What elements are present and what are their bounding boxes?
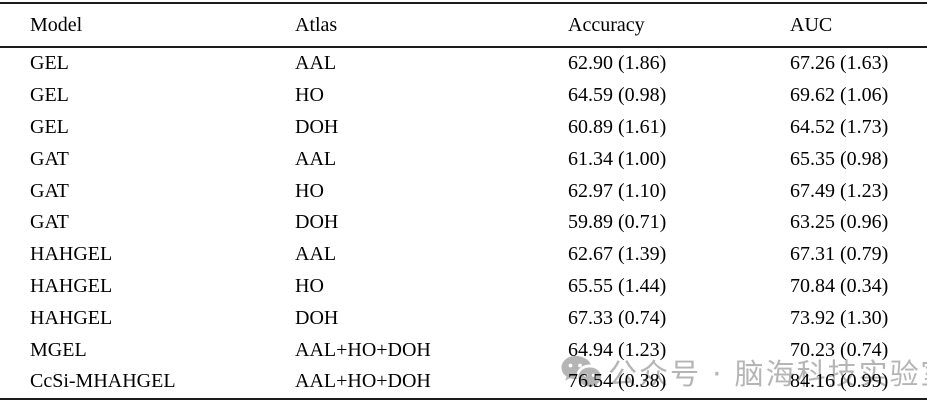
cell-atlas: AAL+HO+DOH	[295, 370, 431, 393]
cell-auc: 65.35 (0.98)	[790, 147, 889, 170]
cell-auc: 64.52 (1.73)	[790, 115, 889, 138]
cell-atlas: DOH	[295, 306, 339, 329]
table-row: GEL DOH 60.89 (1.61) 64.52 (1.73)	[0, 112, 927, 144]
cell-accuracy: 60.89 (1.61)	[568, 115, 667, 138]
cell-auc: 84.16 (0.99)	[790, 370, 889, 393]
cell-auc: 73.92 (1.30)	[790, 306, 889, 329]
cell-auc: 67.49 (1.23)	[790, 179, 889, 202]
cell-model: GAT	[30, 147, 69, 170]
cell-atlas: DOH	[295, 211, 339, 234]
cell-auc: 63.25 (0.96)	[790, 211, 889, 234]
cell-accuracy: 67.33 (0.74)	[568, 306, 667, 329]
cell-model: GEL	[30, 52, 69, 75]
cell-model: CcSi-MHAHGEL	[30, 370, 176, 393]
cell-accuracy: 64.59 (0.98)	[568, 84, 667, 107]
cell-atlas: HO	[295, 179, 324, 202]
cell-atlas: AAL	[295, 147, 337, 170]
cell-atlas: AAL+HO+DOH	[295, 338, 431, 361]
cell-auc: 67.31 (0.79)	[790, 243, 889, 266]
table-row: MGEL AAL+HO+DOH 64.94 (1.23) 70.23 (0.74…	[0, 334, 927, 366]
header-row: Model Atlas Accuracy AUC	[0, 3, 927, 48]
cell-model: GAT	[30, 179, 69, 202]
table-row: CcSi-MHAHGEL AAL+HO+DOH 76.54 (0.38) 84.…	[0, 366, 927, 399]
table-header: Model Atlas Accuracy AUC	[0, 3, 927, 48]
cell-model: HAHGEL	[30, 306, 113, 329]
cell-auc: 69.62 (1.06)	[790, 84, 889, 107]
table-body: GEL AAL 62.90 (1.86) 67.26 (1.63) GEL HO…	[0, 47, 927, 399]
cell-auc: 70.84 (0.34)	[790, 274, 889, 297]
table-row: HAHGEL AAL 62.67 (1.39) 67.31 (0.79)	[0, 239, 927, 271]
cell-accuracy: 59.89 (0.71)	[568, 211, 667, 234]
cell-model: GAT	[30, 211, 69, 234]
cell-model: MGEL	[30, 338, 87, 361]
cell-accuracy: 62.67 (1.39)	[568, 243, 667, 266]
column-header-atlas: Atlas	[295, 3, 568, 48]
cell-accuracy: 64.94 (1.23)	[568, 338, 667, 361]
cell-accuracy: 65.55 (1.44)	[568, 274, 667, 297]
table-row: HAHGEL HO 65.55 (1.44) 70.84 (0.34)	[0, 271, 927, 303]
cell-model: HAHGEL	[30, 274, 113, 297]
cell-accuracy: 61.34 (1.00)	[568, 147, 667, 170]
column-header-auc: AUC	[790, 3, 927, 48]
cell-auc: 67.26 (1.63)	[790, 52, 889, 75]
cell-model: GEL	[30, 115, 69, 138]
table-row: GAT DOH 59.89 (0.71) 63.25 (0.96)	[0, 207, 927, 239]
cell-atlas: HO	[295, 84, 324, 107]
watermark-text: 公众号 · 脑海科技实验室	[608, 357, 927, 391]
table-row: GAT HO 62.97 (1.10) 67.49 (1.23)	[0, 175, 927, 207]
watermark: 公众号 · 脑海科技实验室	[560, 351, 927, 393]
results-table: Model Atlas Accuracy AUC GEL AAL 62.90 (…	[0, 2, 927, 400]
wechat-icon	[560, 354, 601, 390]
cell-accuracy: 76.54 (0.38)	[568, 370, 667, 393]
table-row: GEL AAL 62.90 (1.86) 67.26 (1.63)	[0, 47, 927, 80]
cell-atlas: DOH	[295, 115, 339, 138]
cell-auc: 70.23 (0.74)	[790, 338, 889, 361]
column-header-accuracy: Accuracy	[568, 3, 790, 48]
cell-atlas: AAL	[295, 52, 337, 75]
cell-accuracy: 62.97 (1.10)	[568, 179, 667, 202]
table-row: HAHGEL DOH 67.33 (0.74) 73.92 (1.30)	[0, 302, 927, 334]
cell-model: GEL	[30, 84, 69, 107]
cell-accuracy: 62.90 (1.86)	[568, 52, 667, 75]
cell-atlas: AAL	[295, 243, 337, 266]
table-row: GEL HO 64.59 (0.98) 69.62 (1.06)	[0, 80, 927, 112]
column-header-model: Model	[0, 3, 295, 48]
cell-atlas: HO	[295, 274, 324, 297]
table-row: GAT AAL 61.34 (1.00) 65.35 (0.98)	[0, 143, 927, 175]
cell-model: HAHGEL	[30, 243, 113, 266]
